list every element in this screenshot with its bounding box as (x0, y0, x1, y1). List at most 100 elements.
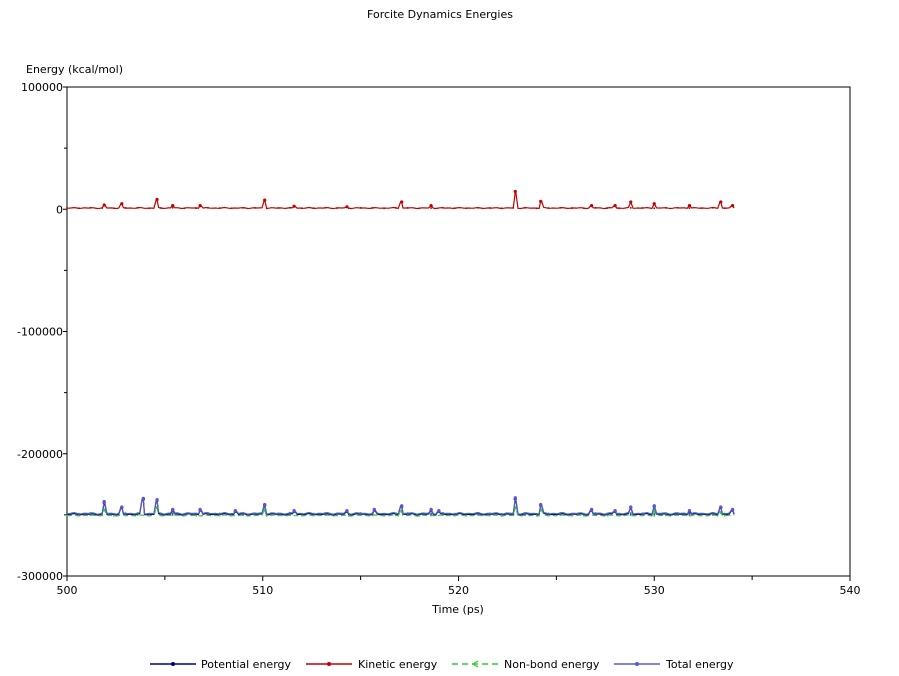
data-point (418, 513, 421, 516)
data-point (430, 207, 432, 209)
data-point (512, 514, 515, 517)
data-point (613, 203, 617, 208)
data-point (207, 514, 209, 516)
data-point (371, 512, 374, 515)
legend-marker (471, 660, 479, 668)
data-point (489, 513, 491, 516)
data-point (418, 514, 421, 517)
data-point (676, 513, 679, 515)
y-tick-label: -100000 (17, 326, 63, 339)
data-point (113, 514, 115, 517)
data-point (289, 514, 291, 517)
data-point (336, 207, 338, 209)
data-point (292, 508, 296, 513)
series-kinetic-energy (66, 189, 735, 210)
data-point (665, 513, 667, 515)
data-point (442, 514, 444, 516)
data-point (652, 202, 656, 206)
data-point (606, 514, 609, 517)
data-point (524, 512, 526, 514)
data-point (383, 514, 385, 517)
data-point (653, 207, 656, 210)
data-point (312, 514, 315, 517)
data-point (242, 512, 244, 514)
data-point (582, 514, 585, 517)
data-point (230, 513, 233, 516)
data-point (292, 204, 296, 208)
data-point (265, 514, 268, 517)
data-point (688, 514, 691, 517)
data-point (148, 514, 151, 517)
data-point (301, 513, 303, 516)
legend-label: Kinetic energy (358, 658, 438, 671)
y-tick-label: 100000 (21, 81, 63, 94)
series-total-energy (66, 496, 735, 516)
data-point (536, 207, 538, 210)
data-point (242, 207, 244, 209)
data-point (539, 199, 543, 203)
data-point (301, 512, 303, 515)
data-point (465, 513, 468, 516)
data-point (195, 207, 197, 209)
data-point (676, 207, 679, 209)
data-point (700, 513, 703, 516)
data-point (430, 512, 432, 515)
data-point (524, 513, 526, 515)
data-point (359, 514, 362, 517)
x-tick-label: 530 (644, 584, 665, 597)
data-point (198, 203, 202, 208)
data-point (336, 512, 338, 515)
plot-area (66, 86, 851, 577)
legend-label: Potential energy (201, 658, 292, 671)
data-point (207, 512, 209, 514)
data-point (723, 512, 726, 515)
data-point (148, 513, 151, 516)
data-point (89, 513, 92, 515)
x-tick-label: 540 (840, 584, 861, 597)
data-point (395, 513, 397, 515)
data-point (289, 207, 291, 209)
data-point (277, 207, 280, 209)
data-point (500, 513, 503, 515)
x-tick-label: 510 (252, 584, 273, 597)
data-point (359, 207, 362, 209)
data-point (613, 508, 617, 513)
data-point (513, 496, 517, 500)
data-point (477, 207, 479, 209)
data-point (719, 200, 723, 204)
data-point (230, 512, 233, 515)
data-point (453, 512, 456, 515)
data-point (477, 512, 479, 514)
data-point (712, 206, 714, 209)
data-point (113, 513, 115, 515)
data-point (195, 513, 197, 516)
data-point (406, 207, 409, 209)
data-point (406, 512, 409, 514)
data-point (233, 508, 237, 513)
y-tick-label: -200000 (17, 448, 63, 461)
data-point (348, 514, 350, 517)
data-point (430, 513, 432, 516)
data-point (395, 514, 397, 517)
data-point (324, 206, 327, 209)
data-point (371, 514, 374, 517)
data-point (688, 207, 691, 210)
data-point (230, 514, 233, 517)
data-point (429, 507, 433, 511)
data-point (348, 512, 350, 515)
data-point (539, 502, 543, 507)
data-point (652, 504, 656, 508)
data-point (442, 513, 444, 515)
data-point (148, 513, 151, 515)
data-point (254, 512, 256, 515)
data-point (688, 513, 691, 516)
data-point (160, 207, 162, 209)
data-point (124, 514, 127, 517)
data-point (665, 514, 667, 517)
data-point (700, 207, 703, 209)
data-point (242, 514, 244, 517)
data-point (665, 512, 667, 515)
data-point (312, 207, 315, 209)
data-point (183, 207, 186, 209)
